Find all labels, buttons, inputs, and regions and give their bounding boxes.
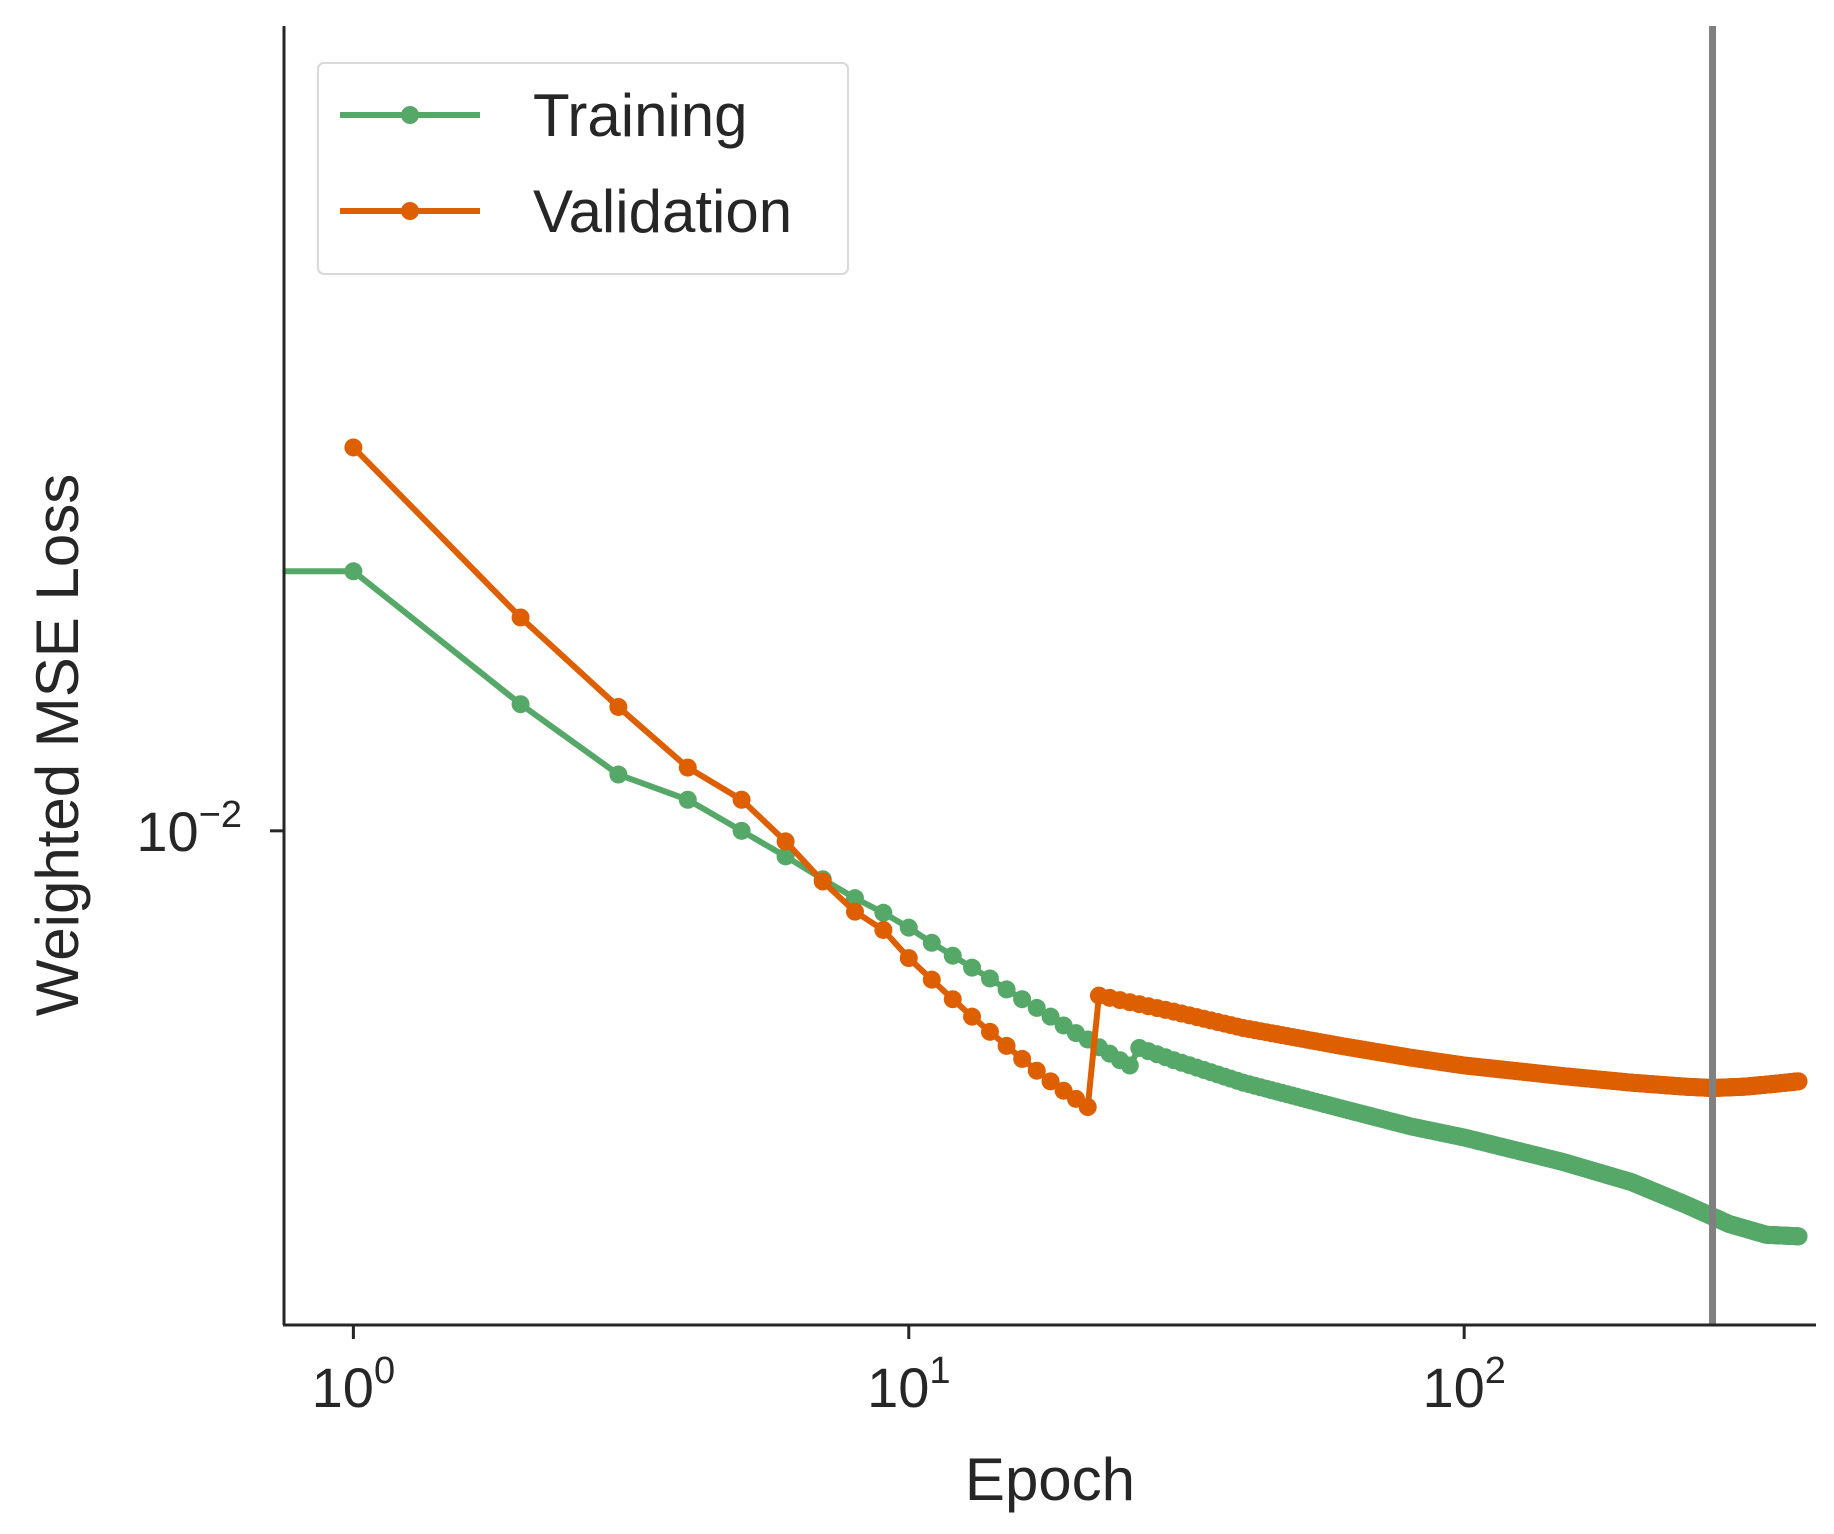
- data-point: [1027, 1061, 1046, 1080]
- data-point: [609, 697, 628, 716]
- data-point: [943, 990, 962, 1009]
- data-point: [1789, 1227, 1808, 1246]
- legend-marker: [401, 106, 419, 124]
- series-training: [284, 562, 1808, 1246]
- legend: Training Validation: [317, 62, 849, 275]
- series-layer: [284, 438, 1808, 1246]
- data-point: [678, 790, 697, 809]
- x-axis-title: Epoch: [965, 1446, 1135, 1513]
- data-point: [922, 970, 941, 989]
- y-axis-title: Weighted MSE Loss: [24, 474, 91, 1017]
- data-point: [511, 608, 530, 627]
- data-point: [344, 562, 363, 581]
- data-point: [732, 790, 751, 809]
- data-point: [1078, 1098, 1097, 1116]
- data-point: [678, 758, 697, 777]
- data-point: [845, 889, 864, 908]
- x-tick-label: 100: [312, 1350, 395, 1419]
- data-point: [1013, 990, 1032, 1009]
- legend-entry-training: Training: [340, 82, 748, 149]
- ticks-layer: 100 101 102 10−2: [136, 794, 1506, 1419]
- data-point: [922, 933, 941, 952]
- data-point: [980, 1022, 999, 1041]
- data-point: [899, 918, 918, 937]
- data-point: [963, 958, 982, 977]
- data-point: [997, 980, 1016, 999]
- data-point: [1789, 1072, 1808, 1091]
- data-point: [943, 946, 962, 965]
- data-point: [813, 872, 832, 891]
- data-point: [511, 695, 530, 714]
- series-line-validation: [351, 445, 1801, 1110]
- data-point: [776, 847, 795, 866]
- data-point: [980, 969, 999, 988]
- data-point: [609, 765, 628, 784]
- data-point: [1027, 998, 1046, 1017]
- data-point: [344, 438, 363, 457]
- x-tick-label: 102: [1422, 1350, 1505, 1419]
- data-point: [874, 903, 893, 922]
- y-tick-label: 10−2: [136, 794, 242, 863]
- legend-label: Validation: [533, 178, 792, 245]
- data-point: [963, 1007, 982, 1026]
- axes-layer: [282, 26, 1816, 1327]
- series-line-training: [284, 568, 1801, 1240]
- data-point: [732, 821, 751, 840]
- data-point: [874, 920, 893, 939]
- legend-label: Training: [533, 82, 748, 149]
- data-point: [1041, 1072, 1060, 1091]
- legend-marker: [401, 202, 419, 220]
- x-tick-label: 101: [867, 1350, 950, 1419]
- data-point: [845, 902, 864, 921]
- data-point: [1120, 1056, 1139, 1075]
- data-point: [1013, 1049, 1032, 1068]
- legend-entries: Training Validation: [340, 82, 792, 245]
- data-point: [899, 949, 918, 968]
- data-point: [776, 832, 795, 851]
- series-validation: [344, 438, 1808, 1116]
- data-point: [997, 1036, 1016, 1055]
- data-point: [1041, 1007, 1060, 1026]
- legend-entry-validation: Validation: [340, 178, 792, 245]
